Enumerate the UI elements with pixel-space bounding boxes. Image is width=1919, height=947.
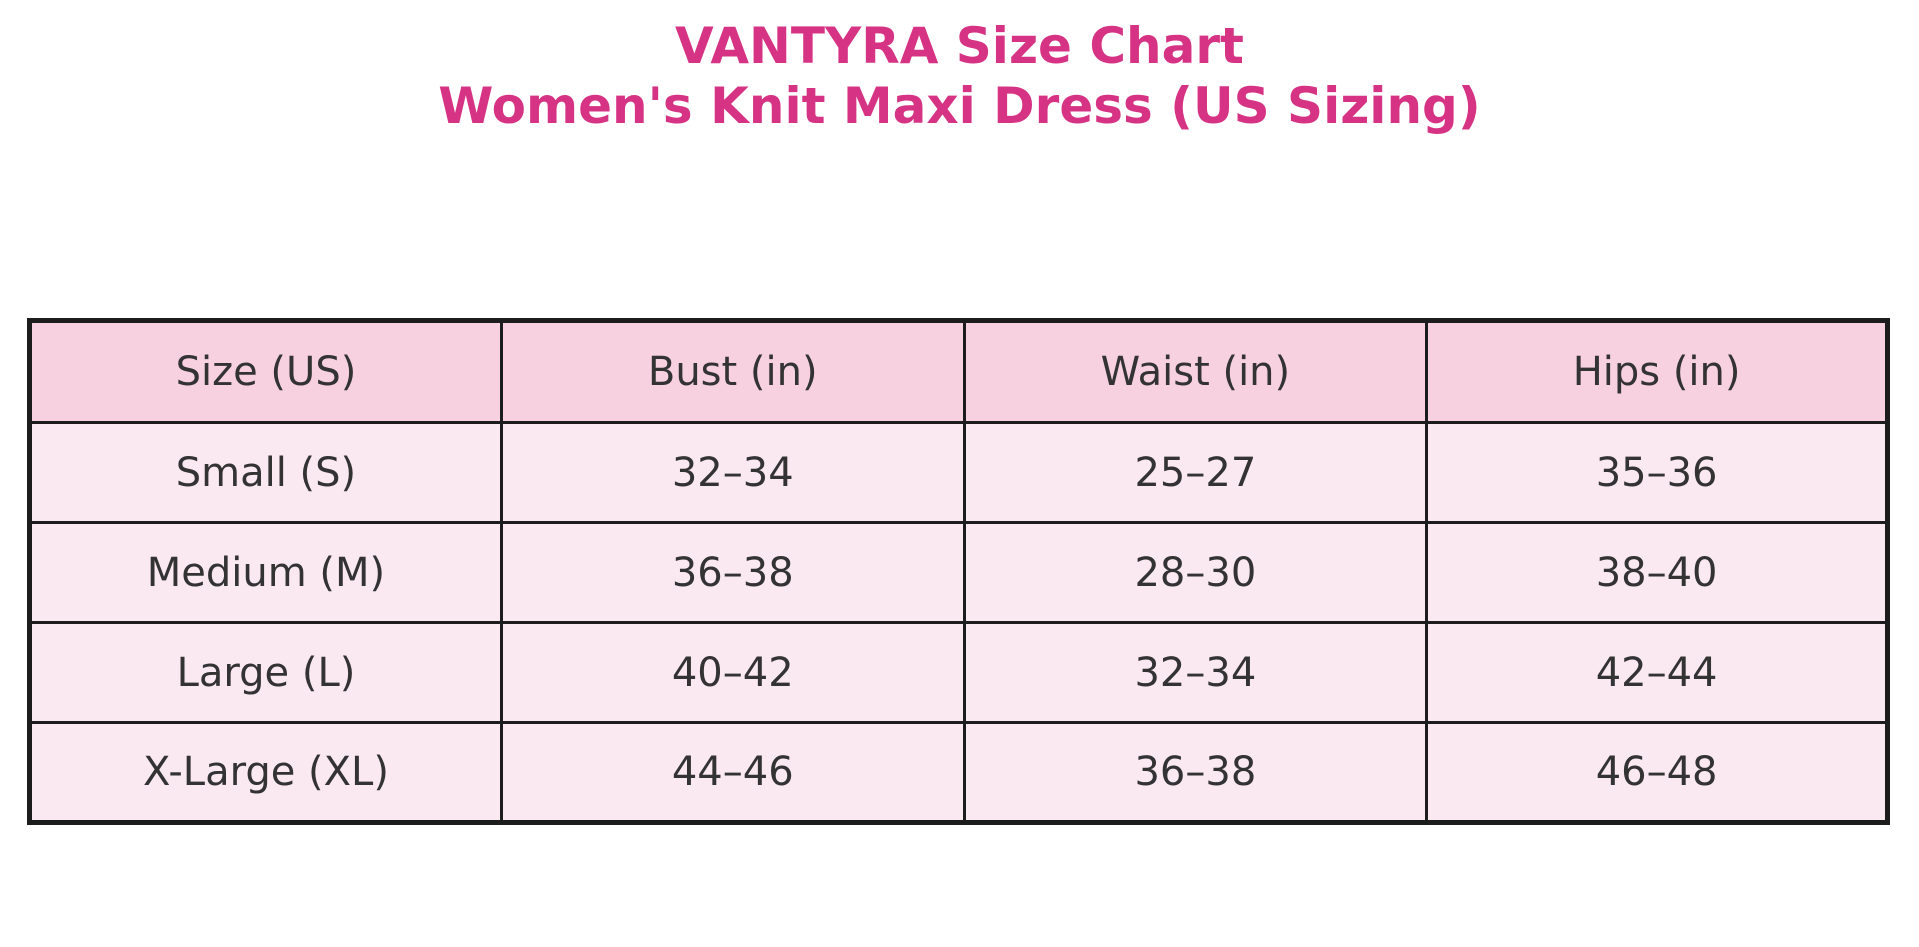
table-row-xlarge: X-Large (XL) 44–46 36–38 46–48	[28, 721, 1889, 824]
cell-hips: 42–44	[1425, 621, 1889, 724]
cell-size: Medium (M)	[28, 521, 503, 624]
page-title: VANTYRA Size Chart Women's Knit Maxi Dre…	[0, 16, 1919, 136]
column-header-hips: Hips (in)	[1425, 319, 1889, 424]
cell-waist: 32–34	[962, 621, 1429, 724]
cell-hips: 38–40	[1425, 521, 1889, 624]
header-row: Size (US) Bust (in) Waist (in) Hips (in)	[28, 319, 1889, 424]
size-chart-table: Size (US) Bust (in) Waist (in) Hips (in)…	[27, 318, 1890, 825]
cell-size: X-Large (XL)	[28, 721, 503, 824]
column-header-size: Size (US)	[28, 319, 503, 424]
page-title-line-1: VANTYRA Size Chart	[675, 17, 1244, 75]
table-row-large: Large (L) 40–42 32–34 42–44	[28, 621, 1889, 724]
cell-waist: 25–27	[962, 421, 1429, 524]
column-header-waist: Waist (in)	[962, 319, 1429, 424]
cell-hips: 46–48	[1425, 721, 1889, 824]
page-title-line-2: Women's Knit Maxi Dress (US Sizing)	[438, 77, 1481, 135]
cell-hips: 35–36	[1425, 421, 1889, 524]
cell-bust: 44–46	[499, 721, 966, 824]
cell-bust: 40–42	[499, 621, 966, 724]
table-row-medium: Medium (M) 36–38 28–30 38–40	[28, 521, 1889, 624]
cell-waist: 28–30	[962, 521, 1429, 624]
cell-size: Large (L)	[28, 621, 503, 724]
table-row-small: Small (S) 32–34 25–27 35–36	[28, 421, 1889, 524]
cell-size: Small (S)	[28, 421, 503, 524]
cell-bust: 32–34	[499, 421, 966, 524]
cell-bust: 36–38	[499, 521, 966, 624]
column-header-bust: Bust (in)	[499, 319, 966, 424]
cell-waist: 36–38	[962, 721, 1429, 824]
